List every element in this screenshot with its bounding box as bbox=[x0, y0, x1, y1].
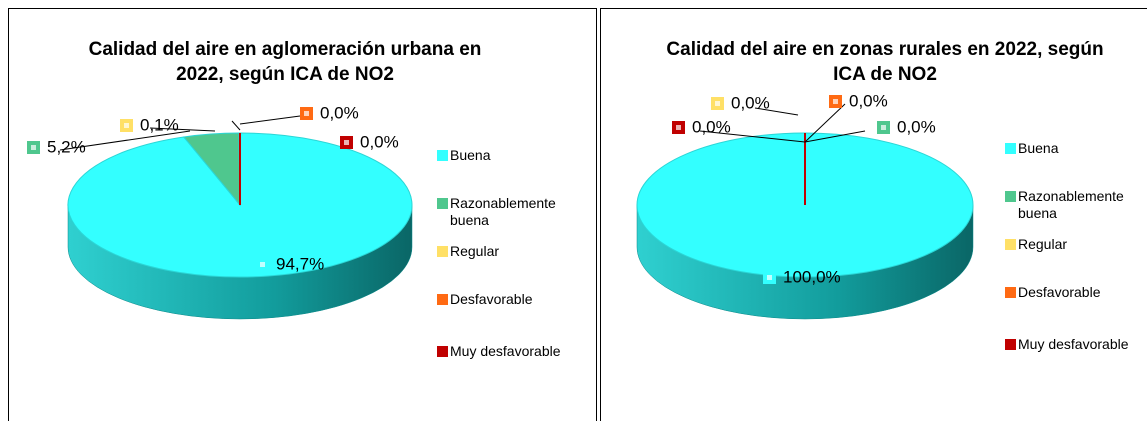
label-marker-inner bbox=[881, 125, 886, 130]
legend-swatch bbox=[1005, 191, 1016, 202]
legend-label: Razonablemente buena bbox=[450, 195, 556, 228]
legend-swatch bbox=[437, 346, 448, 357]
legend-item: Desfavorable bbox=[437, 291, 577, 308]
leader-line bbox=[699, 130, 806, 143]
legend-label: Buena bbox=[450, 147, 491, 163]
legend-swatch bbox=[437, 198, 448, 209]
frame-line bbox=[600, 8, 601, 421]
leader-line bbox=[804, 130, 866, 143]
data-label: 5,2% bbox=[47, 137, 86, 156]
frame-line bbox=[8, 8, 596, 9]
legend-label: Muy desfavorable bbox=[1018, 336, 1129, 352]
label-marker-inner bbox=[304, 111, 309, 116]
frame-line bbox=[596, 8, 597, 421]
legend-label: Desfavorable bbox=[450, 291, 533, 307]
legend-item: Razonablemente buena bbox=[437, 195, 577, 229]
leader-line bbox=[59, 130, 191, 151]
legend-item: Muy desfavorable bbox=[437, 343, 577, 360]
legend-label: Regular bbox=[450, 243, 500, 259]
label-marker-inner bbox=[31, 145, 36, 150]
leader-line bbox=[804, 103, 846, 143]
label-marker-inner bbox=[833, 99, 838, 104]
legend-swatch bbox=[437, 294, 448, 305]
legend-swatch bbox=[1005, 239, 1016, 250]
legend-label: Regular bbox=[1018, 236, 1068, 252]
legend-item: Regular bbox=[437, 243, 577, 260]
legend-swatch bbox=[1005, 339, 1016, 350]
legend-label: Desfavorable bbox=[1018, 284, 1101, 300]
frame-line bbox=[8, 8, 9, 421]
data-label: 0,0% bbox=[360, 132, 399, 151]
legend-item: Regular bbox=[1005, 236, 1145, 253]
label-marker-inner bbox=[124, 123, 129, 128]
data-label: 0,0% bbox=[849, 91, 888, 110]
legend-swatch bbox=[1005, 143, 1016, 154]
legend-label: Buena bbox=[1018, 140, 1059, 156]
legend-item: Muy desfavorable bbox=[1005, 336, 1145, 353]
label-marker-inner bbox=[344, 140, 349, 145]
legend-item: Desfavorable bbox=[1005, 284, 1145, 301]
leader-line bbox=[231, 120, 241, 131]
leader-line bbox=[754, 107, 799, 116]
legend-swatch bbox=[1005, 287, 1016, 298]
legend-item: Razonablemente buena bbox=[1005, 188, 1145, 222]
leader-line bbox=[149, 127, 216, 132]
chart-title: Calidad del aire en aglomeración urbana … bbox=[88, 39, 482, 85]
legend-item: Buena bbox=[437, 147, 577, 164]
data-label: 0,0% bbox=[320, 103, 359, 122]
data-label: 0,1% bbox=[140, 115, 179, 134]
frame-line bbox=[600, 8, 1147, 9]
chart-title: Calidad del aire en zonas rurales en 202… bbox=[666, 39, 1104, 85]
data-label: 100,0% bbox=[783, 267, 841, 286]
label-marker-inner bbox=[715, 101, 720, 106]
label-marker-inner bbox=[767, 275, 772, 280]
legend-label: Razonablemente buena bbox=[1018, 188, 1124, 221]
data-label: 0,0% bbox=[897, 117, 936, 136]
label-marker-inner bbox=[676, 125, 681, 130]
legend-swatch bbox=[437, 246, 448, 257]
legend-label: Muy desfavorable bbox=[450, 343, 561, 359]
label-marker-inner bbox=[260, 262, 265, 267]
data-label: 94,7% bbox=[276, 254, 324, 273]
data-label: 0,0% bbox=[731, 93, 770, 112]
legend-swatch bbox=[437, 150, 448, 161]
leader-line bbox=[239, 115, 301, 125]
data-label: 0,0% bbox=[692, 117, 731, 136]
legend-item: Buena bbox=[1005, 140, 1145, 157]
